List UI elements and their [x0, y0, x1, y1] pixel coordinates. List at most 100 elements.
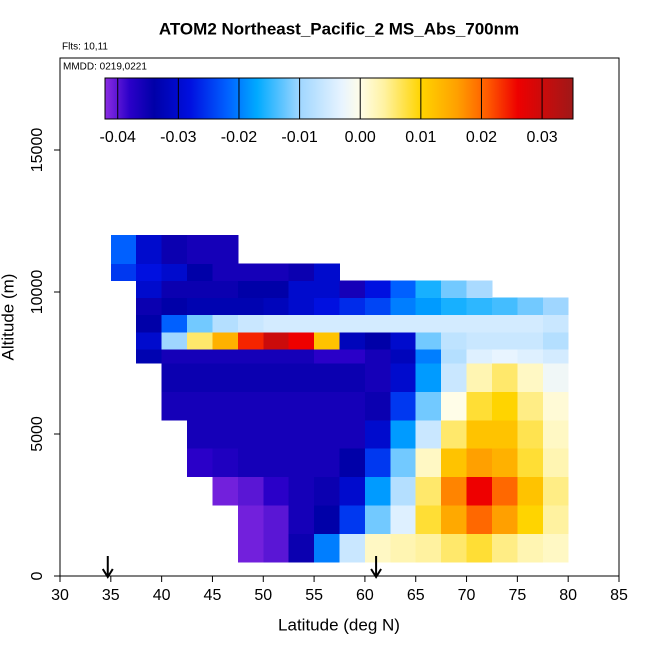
- heatmap-cell: [542, 476, 569, 506]
- heatmap-cell: [288, 314, 315, 333]
- heatmap-cell: [390, 504, 417, 534]
- heatmap-cell: [161, 331, 188, 350]
- heatmap-cell: [542, 419, 569, 449]
- x-axis-label: Latitude (deg N): [278, 615, 400, 634]
- heatmap-cell: [187, 235, 213, 265]
- heatmap-cell: [136, 235, 163, 265]
- heatmap-cell: [263, 533, 290, 563]
- colorbar-tick-label: 0.01: [405, 129, 436, 146]
- heatmap-cell: [441, 448, 468, 478]
- x-tick-label: 40: [153, 587, 171, 604]
- heatmap-cell: [161, 263, 188, 282]
- heatmap-cell: [136, 263, 163, 282]
- heatmap-cell: [364, 314, 391, 333]
- heatmap-cell: [390, 331, 417, 350]
- heatmap-cell: [237, 348, 264, 364]
- heatmap-cell: [263, 314, 290, 333]
- heatmap-cell: [288, 263, 315, 282]
- heatmap-cell: [441, 419, 468, 449]
- heatmap-cell: [491, 448, 518, 478]
- plot-frame: [59, 57, 620, 577]
- heatmap-cell: [491, 419, 518, 449]
- heatmap-cell: [110, 235, 137, 265]
- heatmap-cell: [466, 362, 493, 392]
- heatmap-cell: [517, 391, 544, 421]
- heatmap-cell: [314, 280, 340, 299]
- colorbar-tick-label: -0.02: [221, 129, 258, 146]
- heatmap-cell: [237, 362, 264, 392]
- heatmap-cell: [441, 504, 468, 534]
- heatmap-cell: [339, 448, 366, 478]
- heatmap-cell: [314, 448, 340, 478]
- heatmap-cell: [314, 476, 340, 506]
- heatmap-cell: [187, 419, 213, 449]
- heatmap-cell: [441, 391, 468, 421]
- heatmap-cell: [466, 504, 493, 534]
- heatmap-cell: [212, 391, 239, 421]
- heatmap-cell: [314, 263, 340, 282]
- heatmap-cell: [415, 314, 442, 333]
- heatmap-cell: [237, 263, 264, 282]
- heatmap-cell: [491, 391, 518, 421]
- heatmap-cell: [212, 314, 239, 333]
- heatmap-cell: [288, 348, 315, 364]
- heatmap-cell: [136, 280, 163, 299]
- heatmap-cell: [542, 504, 569, 534]
- heatmap-cell: [339, 391, 366, 421]
- heatmap-cell: [466, 419, 493, 449]
- heatmap-cell: [187, 362, 213, 392]
- heatmap-cell: [288, 476, 315, 506]
- heatmap-cell: [187, 391, 213, 421]
- heatmap-cell: [542, 348, 569, 364]
- arrow: [370, 556, 382, 579]
- heatmap-cell: [339, 533, 366, 563]
- heatmap-cell: [339, 314, 366, 333]
- heatmap-cell: [212, 476, 239, 506]
- heatmap-cell: [517, 297, 544, 316]
- heatmap-cell: [542, 391, 569, 421]
- heatmap-cell: [212, 331, 239, 350]
- heatmap-cell: [161, 314, 188, 333]
- x-tick-label: 65: [407, 587, 425, 604]
- heatmap-cell: [288, 331, 315, 350]
- heatmap-cell: [364, 504, 391, 534]
- heatmap-cell: [415, 476, 442, 506]
- heatmap-cell: [542, 297, 569, 316]
- heatmap-cell: [364, 297, 391, 316]
- heatmap-cell: [415, 280, 442, 299]
- heatmap-cell: [314, 314, 340, 333]
- heatmap-cell: [263, 280, 290, 299]
- heatmap-cell: [364, 391, 391, 421]
- heatmap-cell: [339, 280, 366, 299]
- heatmap-cell: [415, 504, 442, 534]
- arrow: [101, 556, 114, 579]
- y-tick-label: 15000: [29, 128, 46, 173]
- colorbar-tick-label: -0.04: [99, 129, 136, 146]
- heatmap-cell: [517, 314, 544, 333]
- heatmap-cell: [415, 448, 442, 478]
- heatmap-cell: [314, 533, 340, 563]
- heatmap-cell: [161, 235, 188, 265]
- heatmap-cell: [415, 297, 442, 316]
- heatmap-cell: [339, 419, 366, 449]
- heatmap-cell: [517, 504, 544, 534]
- heatmap-cell: [517, 362, 544, 392]
- heatmap-cell: [339, 362, 366, 392]
- x-tick-label: 85: [610, 587, 628, 604]
- heatmap-cell: [161, 297, 188, 316]
- heatmap-cell: [542, 448, 569, 478]
- heatmap-cell: [212, 419, 239, 449]
- heatmap-cell: [237, 280, 264, 299]
- heatmap-cell: [212, 263, 239, 282]
- heatmap-cell: [161, 391, 188, 421]
- heatmap-cell: [212, 448, 239, 478]
- subtitle: Flts: 10,11: [62, 42, 108, 53]
- heatmap-cell: [390, 533, 417, 563]
- heatmap-cell: [491, 476, 518, 506]
- heatmap-cell: [314, 362, 340, 392]
- heatmap-cell: [237, 419, 264, 449]
- y-tick-label: 0: [29, 571, 46, 580]
- heatmap-cell: [390, 280, 417, 299]
- heatmap-cell: [491, 362, 518, 392]
